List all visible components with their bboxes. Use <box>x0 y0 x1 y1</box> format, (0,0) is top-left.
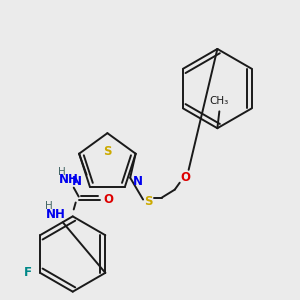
Text: S: S <box>103 145 112 158</box>
Text: NH: NH <box>59 173 79 186</box>
Text: O: O <box>103 193 113 206</box>
Text: O: O <box>181 171 191 184</box>
Text: H: H <box>45 202 53 212</box>
Text: F: F <box>24 266 32 279</box>
Text: N: N <box>72 176 82 188</box>
Text: S: S <box>144 195 152 208</box>
Text: N: N <box>133 176 143 188</box>
Text: H: H <box>58 167 66 177</box>
Text: CH₃: CH₃ <box>210 96 229 106</box>
Text: NH: NH <box>46 208 66 221</box>
